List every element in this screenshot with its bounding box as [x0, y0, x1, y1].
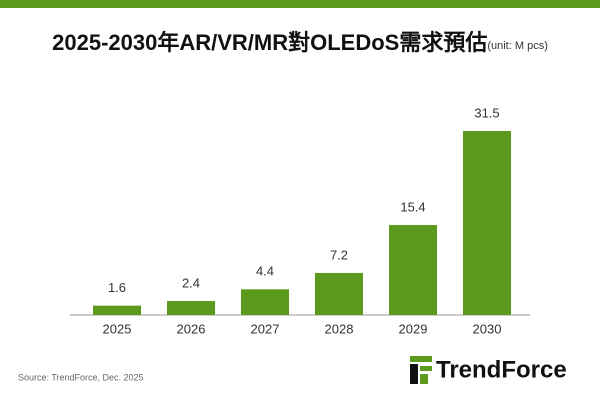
bar [315, 272, 363, 315]
logo-icon [410, 364, 418, 384]
x-tick-label: 2029 [399, 321, 428, 336]
bar [93, 305, 141, 315]
bar [167, 300, 215, 315]
x-tick-label: 2027 [251, 321, 280, 336]
unit-label: (unit: M pcs) [487, 40, 548, 52]
x-tick-label: 2026 [177, 321, 206, 336]
bar [389, 225, 437, 315]
data-label: 15.4 [400, 199, 425, 214]
chart-title: 2025-2030年AR/VR/MR對OLEDoS需求預估 [52, 30, 487, 55]
bar [241, 289, 289, 315]
brand-logo: TrendForce [410, 356, 567, 384]
bar [463, 131, 511, 315]
logo-icon [420, 374, 428, 384]
source-note: Source: TrendForce, Dec. 2025 [18, 372, 144, 382]
data-label: 1.6 [108, 280, 126, 295]
x-tick-label: 2030 [473, 321, 502, 336]
data-label: 31.5 [474, 105, 499, 120]
data-label: 4.4 [256, 264, 274, 279]
brand-name: TrendForce [436, 356, 567, 383]
x-tick-label: 2028 [325, 321, 354, 336]
data-label: 2.4 [182, 275, 200, 290]
logo-icon [420, 366, 432, 371]
chart-heading: 2025-2030年AR/VR/MR對OLEDoS需求預估(unit: M pc… [52, 30, 548, 55]
logo-icon [410, 356, 432, 362]
data-label: 7.2 [330, 247, 348, 262]
x-tick-label: 2025 [103, 321, 132, 336]
top-strip [0, 0, 600, 8]
